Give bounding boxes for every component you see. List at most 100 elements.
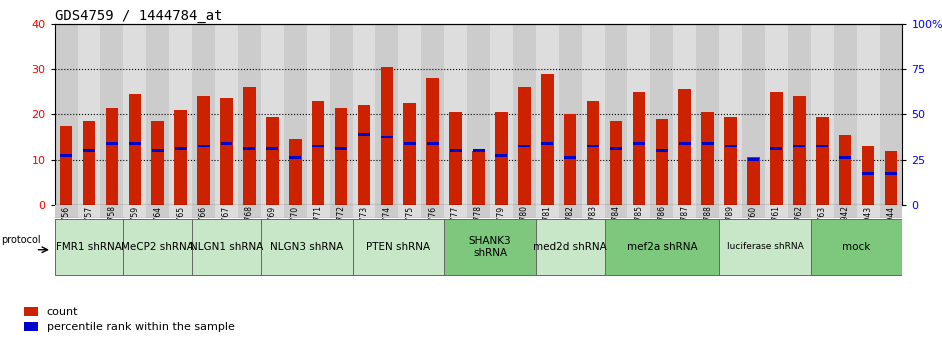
Bar — [656, 149, 668, 152]
Bar — [55, 24, 77, 205]
Bar — [536, 205, 559, 218]
Bar — [839, 135, 852, 205]
Bar — [312, 145, 324, 147]
Bar — [312, 101, 324, 205]
Bar — [404, 142, 415, 145]
Text: FMR1 shRNA: FMR1 shRNA — [57, 242, 122, 252]
Bar — [307, 205, 330, 218]
Bar — [495, 154, 508, 156]
Bar — [421, 205, 445, 218]
Bar — [856, 205, 880, 218]
Text: GSM1145787: GSM1145787 — [680, 205, 690, 257]
Bar — [650, 205, 674, 218]
Bar — [839, 156, 852, 159]
Text: GSM1145772: GSM1145772 — [336, 205, 346, 257]
Bar — [192, 205, 215, 218]
Text: NLGN3 shRNA: NLGN3 shRNA — [270, 242, 344, 252]
Text: SHANK3
shRNA: SHANK3 shRNA — [469, 236, 512, 258]
Bar — [445, 205, 467, 218]
Bar — [834, 205, 856, 218]
Text: GSM1145776: GSM1145776 — [429, 205, 437, 257]
FancyBboxPatch shape — [123, 219, 192, 275]
Bar — [609, 121, 623, 205]
FancyBboxPatch shape — [536, 219, 605, 275]
Bar — [243, 147, 255, 150]
Text: GSM1145757: GSM1145757 — [85, 205, 93, 257]
Bar — [679, 142, 690, 145]
Bar — [421, 24, 445, 205]
Bar — [564, 156, 577, 159]
Bar — [101, 24, 123, 205]
Bar — [719, 205, 742, 218]
Bar — [445, 24, 467, 205]
Bar — [334, 107, 348, 205]
Bar — [587, 145, 599, 147]
Bar — [581, 24, 605, 205]
Text: GSM1145778: GSM1145778 — [474, 205, 483, 257]
Legend: count, percentile rank within the sample: count, percentile rank within the sample — [24, 307, 235, 332]
Text: mock: mock — [842, 242, 870, 252]
Bar — [192, 24, 215, 205]
Bar — [473, 149, 484, 152]
Bar — [542, 142, 553, 145]
FancyBboxPatch shape — [811, 219, 902, 275]
Bar — [834, 24, 856, 205]
Text: GSM1145780: GSM1145780 — [520, 205, 528, 257]
Text: GSM1145944: GSM1145944 — [886, 205, 896, 257]
Bar — [674, 205, 696, 218]
Text: GSM1145775: GSM1145775 — [405, 205, 414, 257]
Bar — [174, 147, 187, 150]
Text: GSM1145942: GSM1145942 — [840, 205, 850, 257]
Bar — [627, 205, 650, 218]
Bar — [146, 205, 170, 218]
Bar — [674, 24, 696, 205]
Bar — [289, 139, 301, 205]
Bar — [518, 87, 530, 205]
Text: GSM1145781: GSM1145781 — [543, 205, 552, 256]
Bar — [765, 205, 788, 218]
Text: PTEN shRNA: PTEN shRNA — [366, 242, 430, 252]
Text: GSM1145771: GSM1145771 — [314, 205, 323, 257]
Bar — [587, 101, 599, 205]
Bar — [467, 205, 490, 218]
Bar — [243, 87, 255, 205]
Bar — [702, 142, 714, 145]
Bar — [261, 205, 284, 218]
Bar — [490, 205, 512, 218]
Bar — [215, 24, 238, 205]
Bar — [856, 24, 880, 205]
Bar — [83, 149, 95, 152]
Bar — [60, 154, 73, 156]
Bar — [152, 121, 164, 205]
Bar — [610, 147, 622, 150]
Text: GSM1145774: GSM1145774 — [382, 205, 391, 257]
Text: GSM1145782: GSM1145782 — [566, 205, 575, 256]
Bar — [170, 205, 192, 218]
Bar — [335, 147, 347, 150]
Bar — [220, 98, 233, 205]
Text: GSM1145759: GSM1145759 — [130, 205, 139, 257]
Bar — [633, 142, 645, 145]
Bar — [512, 205, 536, 218]
FancyBboxPatch shape — [55, 219, 123, 275]
Bar — [771, 91, 783, 205]
Text: GSM1145783: GSM1145783 — [589, 205, 597, 257]
Bar — [128, 94, 141, 205]
Bar — [330, 205, 352, 218]
Bar — [518, 145, 530, 147]
Bar — [559, 24, 581, 205]
Text: GSM1145767: GSM1145767 — [222, 205, 231, 257]
Bar — [238, 24, 261, 205]
FancyBboxPatch shape — [192, 219, 261, 275]
Text: GSM1145765: GSM1145765 — [176, 205, 186, 257]
Bar — [650, 24, 674, 205]
Text: GSM1145761: GSM1145761 — [771, 205, 781, 257]
Bar — [885, 151, 898, 205]
Bar — [880, 205, 902, 218]
Bar — [123, 205, 146, 218]
Text: MeCP2 shRNA: MeCP2 shRNA — [122, 242, 194, 252]
Bar — [742, 205, 765, 218]
Text: GSM1145769: GSM1145769 — [268, 205, 277, 257]
Bar — [581, 205, 605, 218]
Bar — [656, 119, 668, 205]
